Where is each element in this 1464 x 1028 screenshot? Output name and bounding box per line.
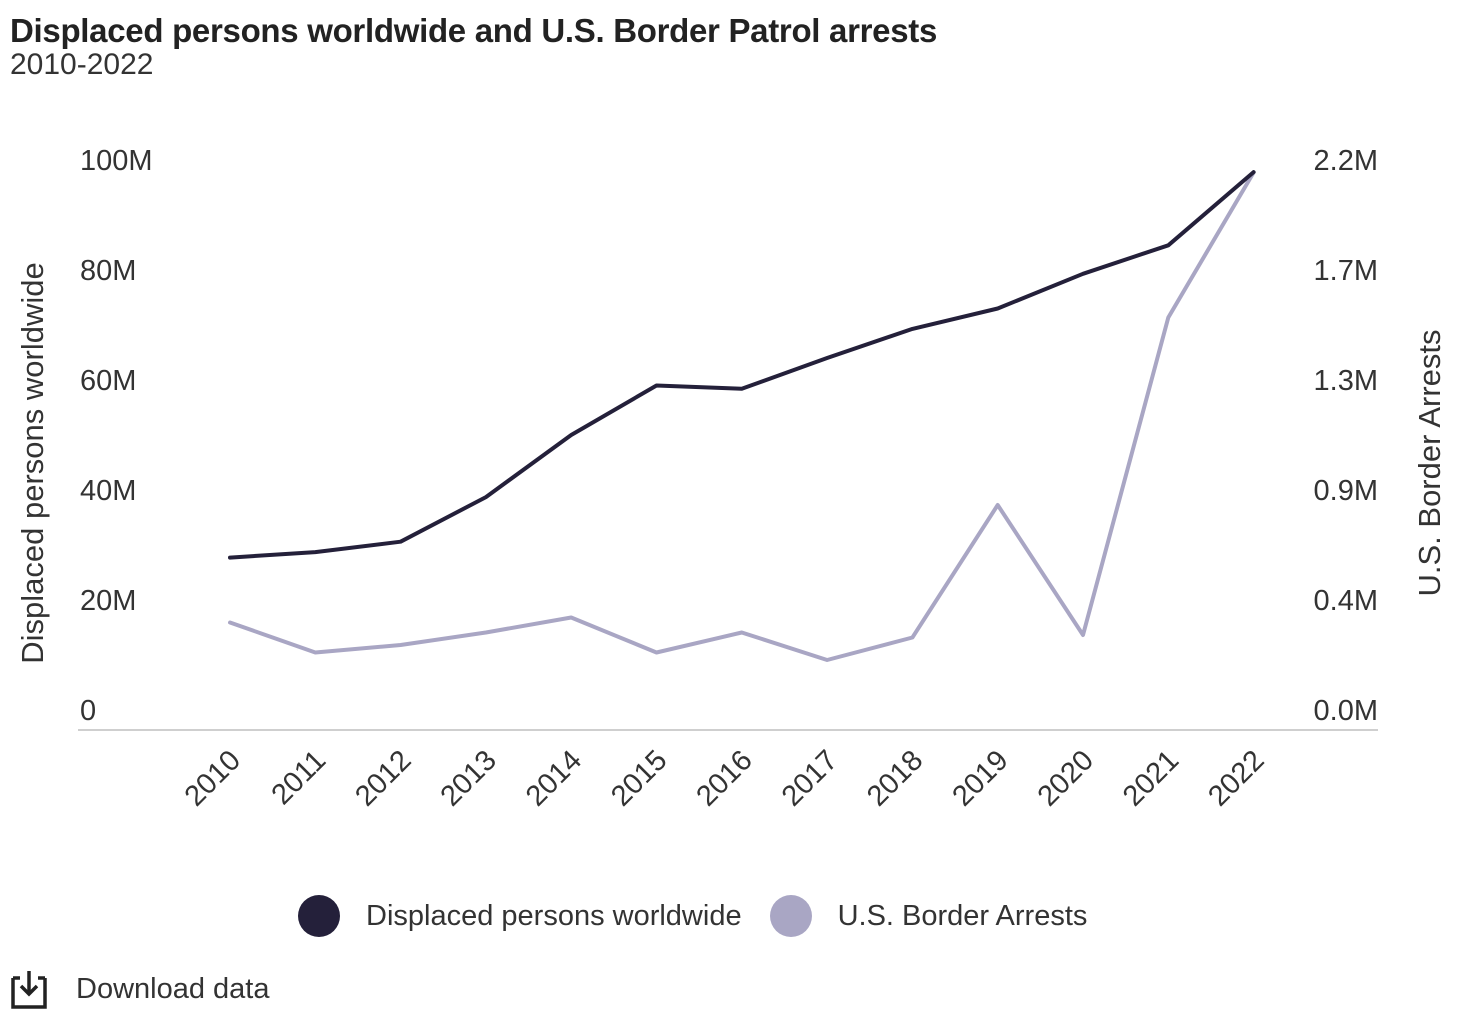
data-point[interactable] — [1074, 265, 1092, 283]
data-point[interactable] — [733, 380, 751, 398]
data-point[interactable] — [818, 349, 836, 367]
right-tick-label: 0.9M — [1314, 475, 1378, 507]
data-point[interactable] — [903, 629, 921, 647]
download-label: Download data — [76, 972, 270, 1005]
legend-dot-icon — [298, 895, 340, 937]
chart-legend: Displaced persons worldwide U.S. Border … — [298, 895, 1091, 937]
left-tick-label: 60M — [80, 365, 136, 397]
x-tick-label: 2020 — [1032, 744, 1100, 812]
legend-item-displaced[interactable]: Displaced persons worldwide — [298, 895, 742, 937]
data-point[interactable] — [477, 488, 495, 506]
data-point[interactable] — [477, 624, 495, 642]
chart-subtitle: 2010-2022 — [10, 48, 154, 81]
x-tick-label: 2011 — [266, 744, 333, 811]
right-tick-label: 0.4M — [1314, 585, 1378, 617]
data-point[interactable] — [562, 426, 580, 444]
right-axis-title: U.S. Border Arrests — [1412, 329, 1447, 596]
x-tick-label: 2021 — [1117, 744, 1185, 812]
left-tick-label: 40M — [80, 475, 136, 507]
left-tick-label: 80M — [80, 255, 136, 287]
download-icon — [11, 971, 47, 1009]
right-tick-label: 0.0M — [1314, 695, 1378, 727]
data-point[interactable] — [989, 300, 1007, 318]
data-point[interactable] — [989, 496, 1007, 514]
data-point[interactable] — [306, 543, 324, 561]
legend-label: U.S. Border Arrests — [837, 899, 1088, 932]
right-axis-ticks: 0.0M 0.4M 0.9M 1.3M 1.7M 2.2M — [1314, 145, 1378, 727]
data-point[interactable] — [392, 533, 410, 551]
x-tick-label: 2012 — [349, 744, 417, 812]
x-tick-label: 2018 — [861, 744, 929, 812]
data-point[interactable] — [562, 609, 580, 627]
x-tick-label: 2010 — [179, 744, 247, 812]
x-tick-label: 2015 — [605, 744, 673, 812]
left-tick-label: 0 — [80, 695, 96, 727]
data-point[interactable] — [1074, 626, 1092, 644]
line-chart: 0 20M 40M 60M 80M 100M 0.0M 0.4M 0.9M 1.3M 1.7M 2.… — [15, 145, 1447, 813]
right-tick-label: 2.2M — [1314, 145, 1378, 177]
x-tick-label: 2022 — [1202, 744, 1270, 812]
data-point[interactable] — [818, 651, 836, 669]
right-tick-label: 1.7M — [1314, 255, 1378, 287]
data-point[interactable] — [1159, 309, 1177, 327]
data-point[interactable] — [392, 636, 410, 654]
legend-dot-icon — [769, 895, 812, 937]
data-point[interactable] — [1245, 163, 1263, 181]
left-tick-label: 20M — [80, 585, 136, 617]
data-point[interactable] — [306, 644, 324, 662]
chart-title: Displaced persons worldwide and U.S. Bor… — [10, 12, 938, 49]
legend-label: Displaced persons worldwide — [366, 899, 742, 932]
download-data-link[interactable]: Download data — [10, 968, 269, 1010]
data-point[interactable] — [648, 377, 666, 395]
data-point[interactable] — [1159, 236, 1177, 254]
series-line-displaced[interactable] — [228, 170, 1256, 560]
x-tick-label: 2017 — [776, 744, 844, 812]
data-point[interactable] — [733, 624, 751, 642]
data-point[interactable] — [221, 614, 239, 632]
series-line-border-arrests[interactable] — [228, 170, 1256, 662]
x-tick-label: 2016 — [691, 744, 759, 812]
x-axis-ticks: 2010 2011 2012 2013 2014 2015 2016 2017 2018 2019… — [179, 744, 1271, 812]
left-axis-ticks: 0 20M 40M 60M 80M 100M — [80, 145, 153, 727]
left-axis-title: Displaced persons worldwide — [15, 262, 50, 663]
right-tick-label: 1.3M — [1314, 365, 1378, 397]
data-point[interactable] — [648, 644, 666, 662]
series-lines — [221, 163, 1263, 669]
x-tick-label: 2013 — [435, 744, 503, 812]
data-point[interactable] — [903, 320, 921, 338]
left-tick-label: 100M — [80, 145, 153, 177]
legend-item-border-arrests[interactable]: U.S. Border Arrests — [769, 895, 1088, 937]
data-point[interactable] — [221, 549, 239, 567]
x-tick-label: 2019 — [946, 744, 1014, 812]
x-tick-label: 2014 — [520, 744, 588, 812]
